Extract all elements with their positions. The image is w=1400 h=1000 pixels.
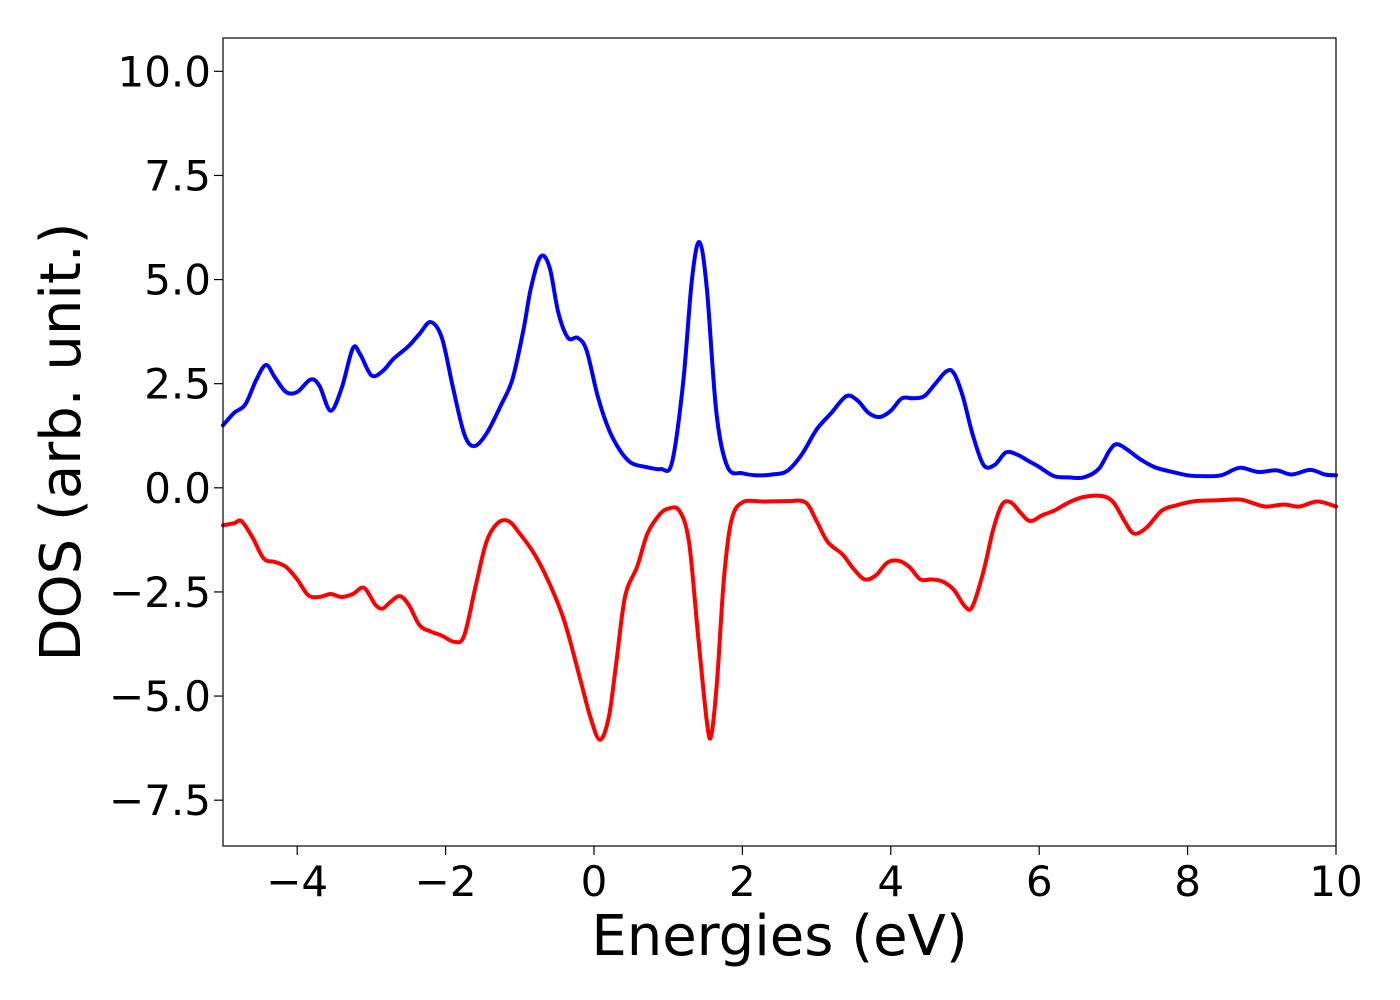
series-line-1 xyxy=(221,240,1338,481)
y-tick-label: −7.5 xyxy=(109,776,211,825)
y-tick-label: 7.5 xyxy=(144,151,211,200)
x-tick-label: 0 xyxy=(581,857,608,906)
plot-frame xyxy=(222,37,1337,847)
x-axis: −4 −2 0 2 4 6 8 10 xyxy=(266,846,1363,906)
y-tick-label: −5.0 xyxy=(109,672,211,721)
y-axis: 10.0 7.5 5.0 2.5 0.0 −2.5 −5.0 −7.5 xyxy=(109,47,223,825)
series-lines xyxy=(221,240,1338,742)
x-tick-label: −2 xyxy=(415,857,477,906)
series-line-2 xyxy=(221,493,1338,742)
y-tick-label: −2.5 xyxy=(109,568,211,617)
x-tick-label: −4 xyxy=(266,857,328,906)
x-tick-label: 6 xyxy=(1026,857,1053,906)
x-tick-label: 8 xyxy=(1174,857,1201,906)
x-tick-label: 2 xyxy=(729,857,756,906)
y-axis-label: DOS (arb. unit.) xyxy=(29,222,94,661)
x-tick-label: 4 xyxy=(877,857,904,906)
y-tick-label: 2.5 xyxy=(144,360,211,409)
y-tick-label: 5.0 xyxy=(144,256,211,305)
x-tick-label: 10 xyxy=(1309,857,1362,906)
y-tick-label: 0.0 xyxy=(144,464,211,513)
x-axis-label: Energies (eV) xyxy=(591,904,967,969)
y-tick-label: 10.0 xyxy=(117,47,211,96)
